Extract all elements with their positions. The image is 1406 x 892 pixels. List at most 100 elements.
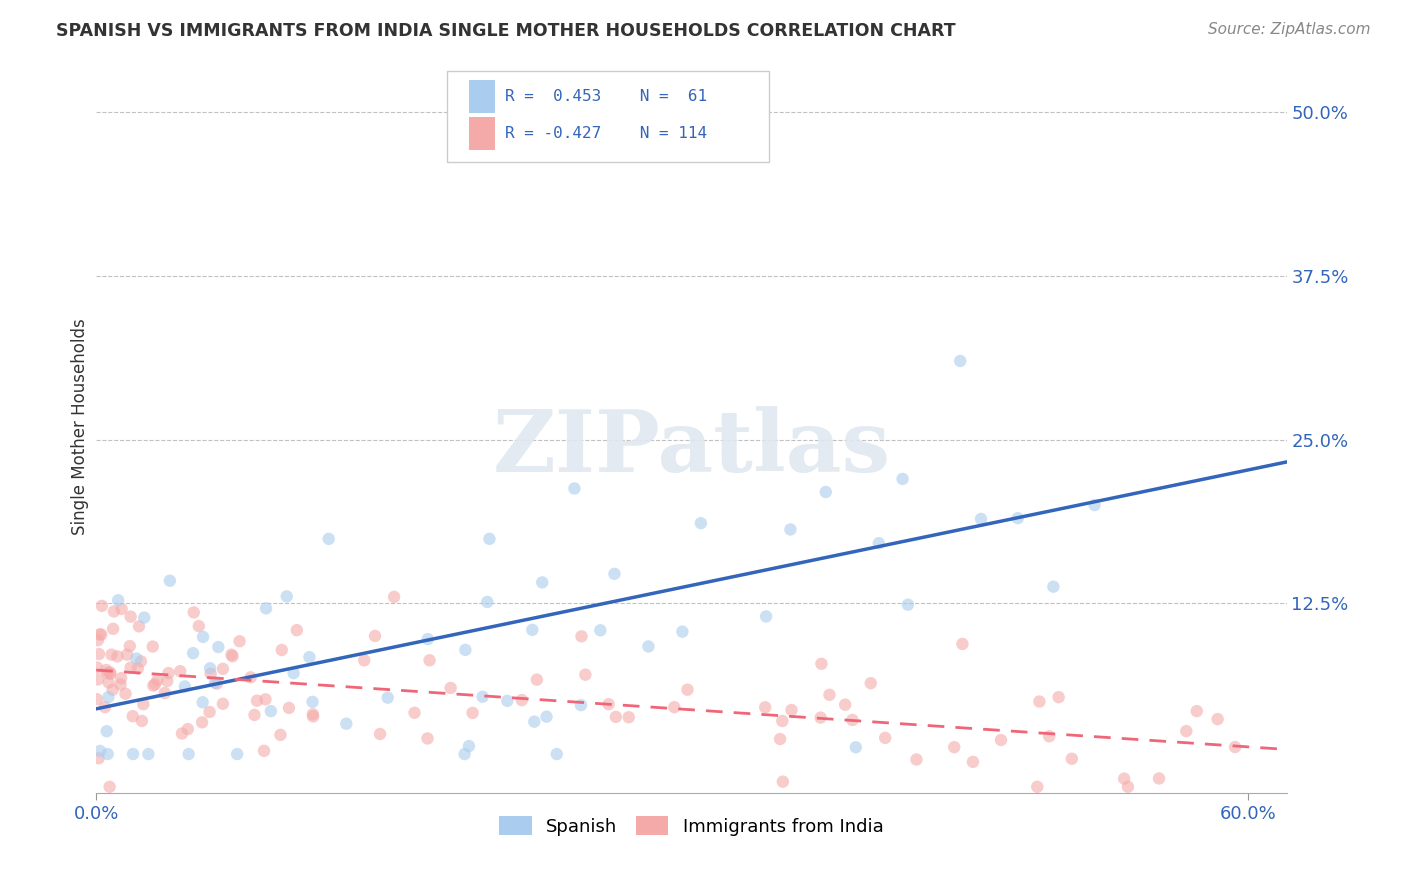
Point [536,709,558,723]
Point [87,647,110,661]
Point [98,665,121,680]
Point [891,472,914,486]
Point [364,629,387,643]
Point [132,697,155,711]
Point [522,623,544,637]
Point [87,751,110,765]
Point [143,677,166,691]
Text: R =  0.453    N =  61: R = 0.453 N = 61 [505,89,707,104]
Point [526,673,548,687]
Point [949,354,972,368]
Point [110,677,132,691]
Point [253,744,276,758]
Point [574,667,596,681]
Text: R = -0.427    N = 114: R = -0.427 N = 114 [505,126,707,141]
Point [128,619,150,633]
Point [458,739,481,753]
Point [142,679,165,693]
Point [755,609,778,624]
Point [90,627,112,641]
Point [637,640,659,654]
Point [676,682,699,697]
Point [1038,729,1060,743]
Point [269,728,291,742]
Point [243,708,266,723]
Point [671,624,693,639]
Point [159,574,181,588]
Point [89,744,111,758]
Point [96,724,118,739]
Point [110,602,132,616]
Point [598,697,620,711]
Point [1147,772,1170,786]
Point [1028,694,1050,708]
Point [177,747,200,761]
Point [416,731,439,746]
Point [107,593,129,607]
FancyBboxPatch shape [447,70,769,162]
Point [254,601,277,615]
Point [664,700,686,714]
Point [89,627,111,641]
Point [207,640,229,654]
Point [283,666,305,681]
Point [120,660,142,674]
Point [868,536,890,550]
Point [142,640,165,654]
Text: ZIPatlas: ZIPatlas [492,407,890,491]
Point [419,653,441,667]
Point [100,648,122,662]
Point [770,714,793,728]
Point [943,740,966,755]
Point [239,670,262,684]
Point [183,606,205,620]
Point [845,740,868,755]
Point [1185,704,1208,718]
Point [90,599,112,613]
Point [285,623,308,637]
Point [1206,712,1229,726]
Point [212,662,235,676]
Point [1175,724,1198,739]
Point [454,643,477,657]
Point [810,657,832,671]
Point [198,661,221,675]
Point [453,747,475,761]
Point [772,774,794,789]
Bar [468,80,495,113]
Point [318,532,340,546]
Point [1042,580,1064,594]
Point [212,697,235,711]
Point [170,726,193,740]
Point [569,698,592,713]
Point [1007,511,1029,525]
Point [246,694,269,708]
Point [382,590,405,604]
Point [228,634,250,648]
Point [571,629,593,643]
Point [157,666,180,681]
Point [118,639,141,653]
Point [754,700,776,714]
Point [298,650,321,665]
Point [110,671,132,685]
Point [1114,772,1136,786]
Point [153,686,176,700]
Point [1223,739,1246,754]
Point [98,666,121,681]
Point [101,622,124,636]
Point [97,690,120,704]
Point [368,727,391,741]
Point [301,695,323,709]
Point [94,663,117,677]
Point [122,747,145,761]
Point [191,695,214,709]
Point [187,619,209,633]
Point [404,706,426,720]
Point [564,482,586,496]
Point [129,654,152,668]
Point [353,653,375,667]
Point [177,722,200,736]
Point [301,707,323,722]
Point [1116,780,1139,794]
